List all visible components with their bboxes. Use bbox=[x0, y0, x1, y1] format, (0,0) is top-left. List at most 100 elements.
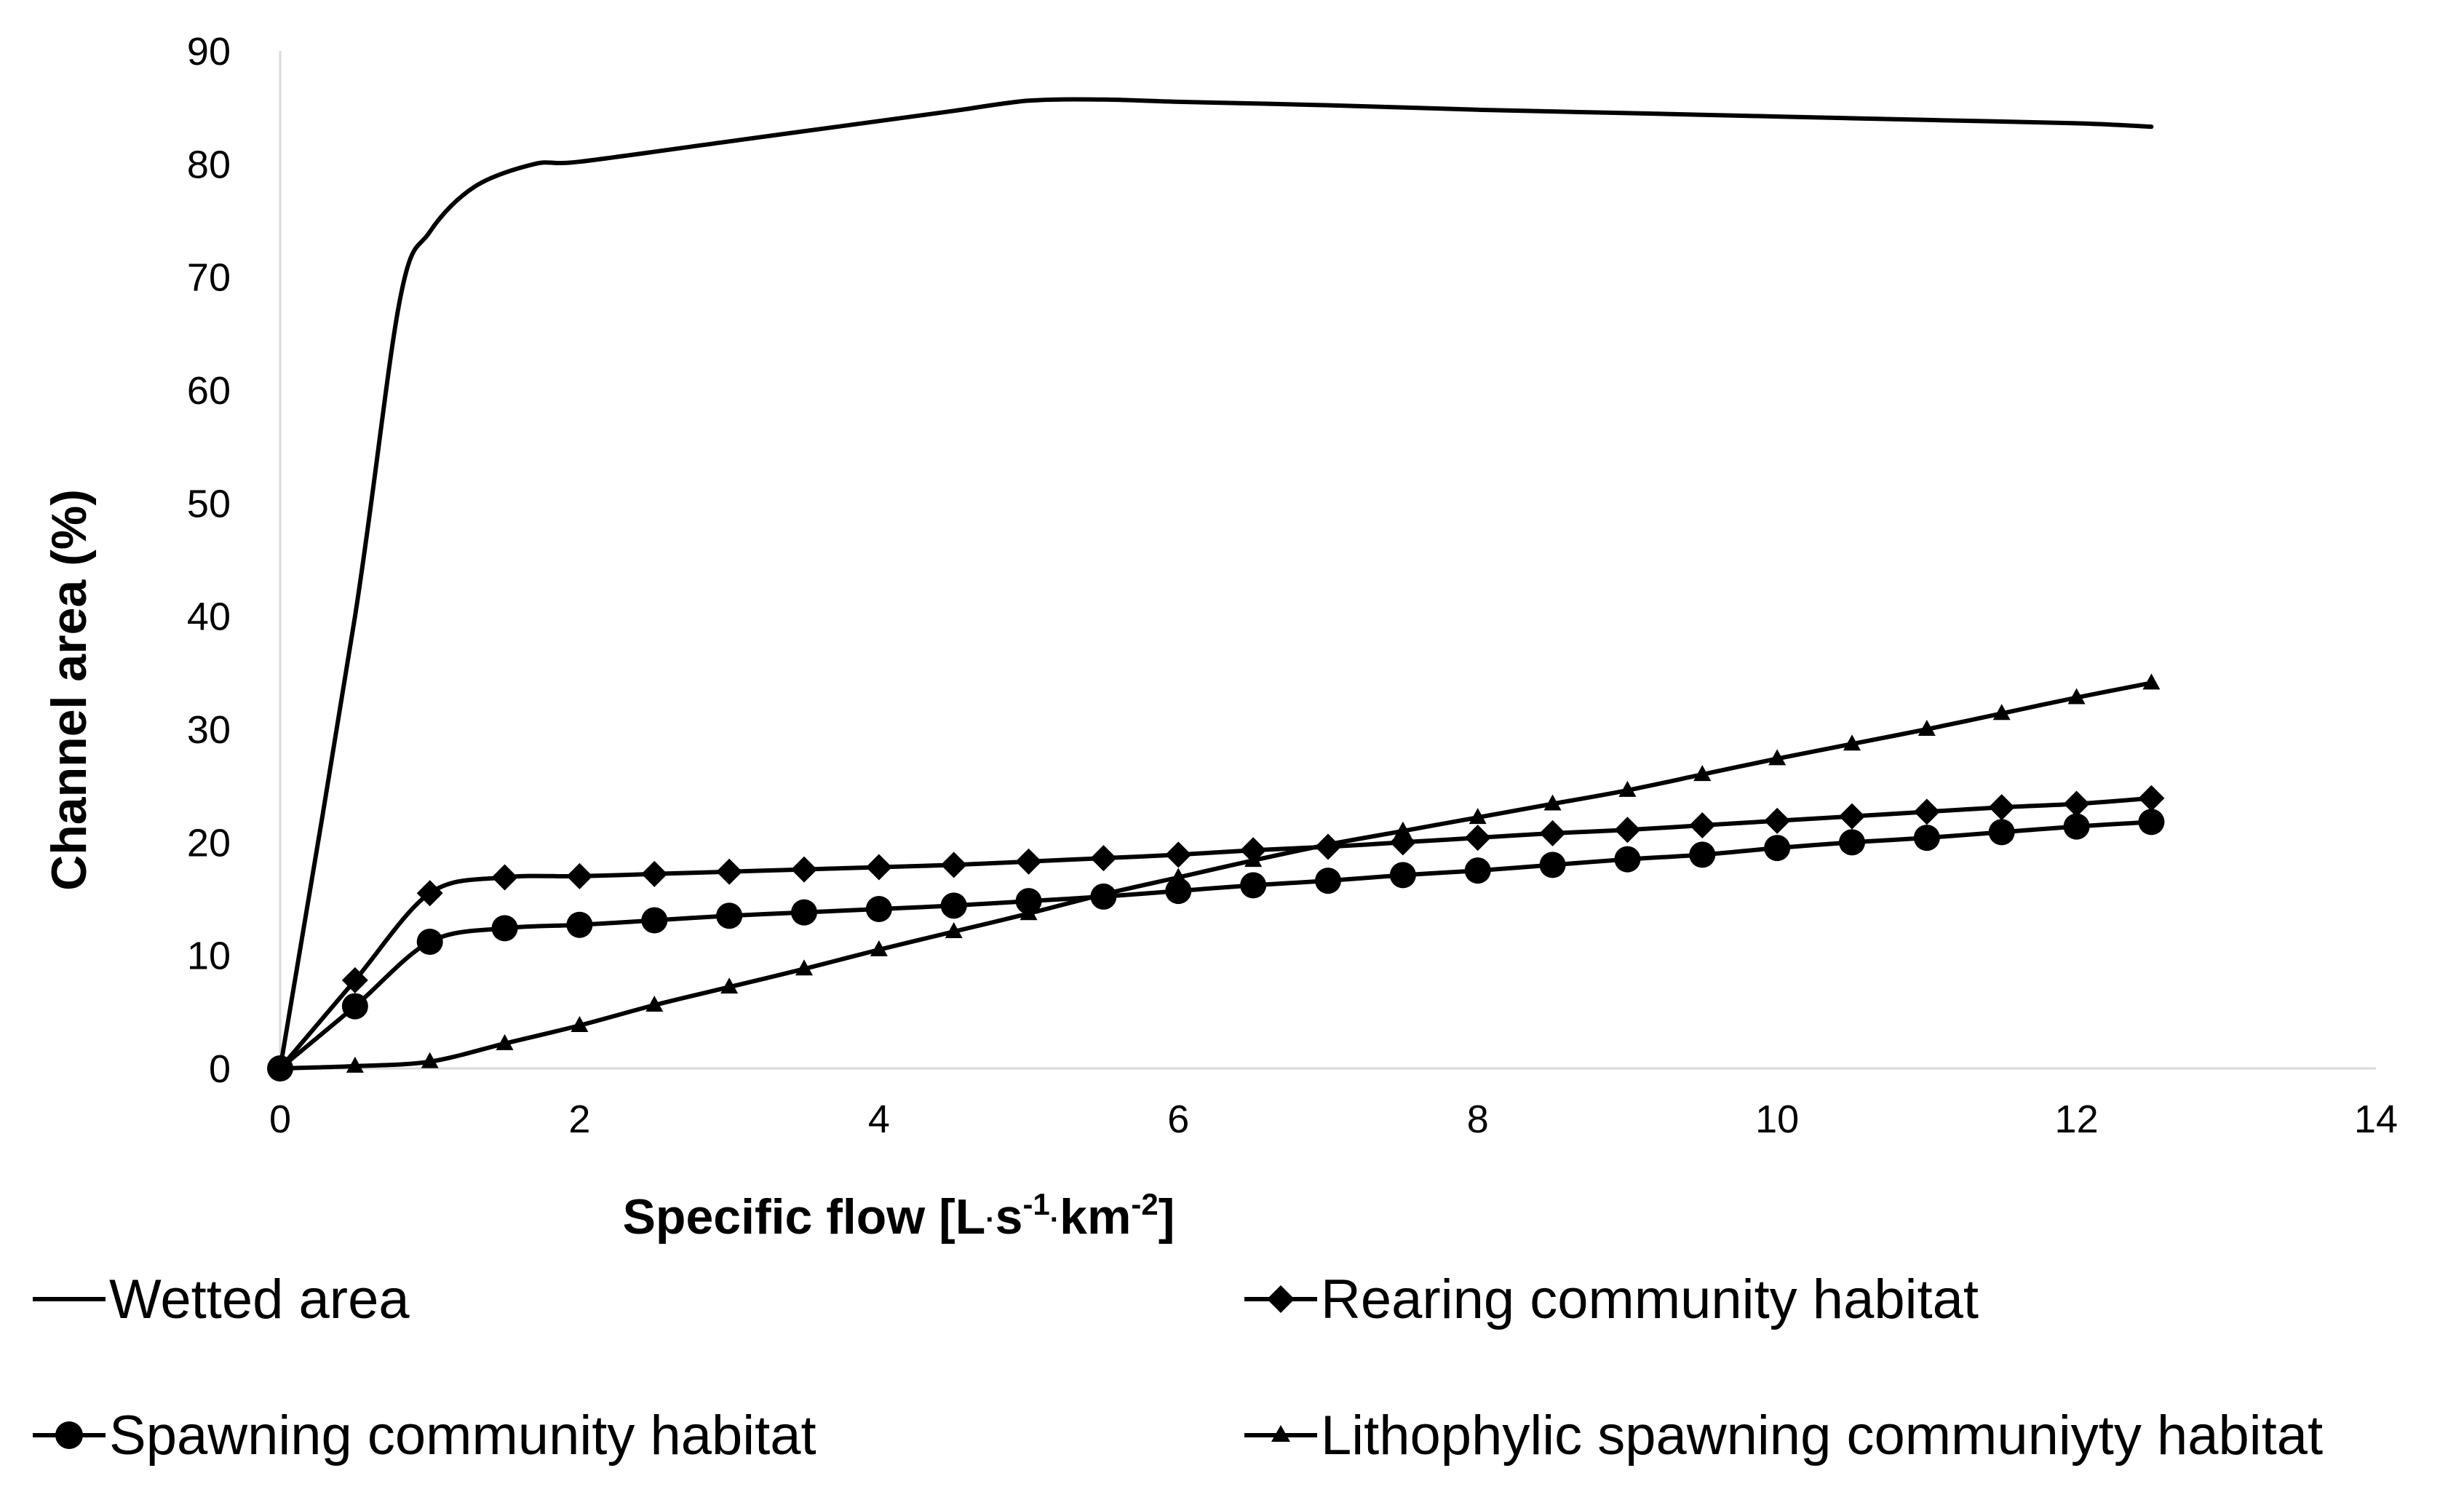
data-point-circle bbox=[716, 902, 743, 929]
data-point-triangle bbox=[1169, 868, 1188, 884]
x-axis-title-dot2: · bbox=[1050, 1204, 1060, 1236]
legend-item-wetted-area: Wetted area bbox=[33, 1269, 410, 1330]
data-point-diamond bbox=[341, 967, 368, 993]
data-point-triangle bbox=[271, 1059, 289, 1075]
data-point-triangle bbox=[1693, 765, 1712, 782]
data-point-triangle bbox=[496, 1033, 514, 1050]
data-point-diamond bbox=[416, 880, 443, 907]
data-point-diamond bbox=[1689, 812, 1716, 839]
data-point-diamond bbox=[1988, 794, 2015, 821]
data-point-circle bbox=[1988, 819, 2015, 846]
legend-label-wetted-area: Wetted area bbox=[109, 1269, 410, 1330]
data-point-circle bbox=[940, 892, 967, 919]
data-point-triangle bbox=[1244, 851, 1263, 868]
data-point-triangle bbox=[2142, 673, 2161, 690]
data-point-circle bbox=[641, 907, 668, 934]
y-tick-label: 80 bbox=[187, 143, 231, 186]
data-point-diamond bbox=[716, 858, 743, 885]
data-point-circle bbox=[1464, 857, 1491, 884]
x-axis-title-exp1: -1 bbox=[1022, 1187, 1049, 1221]
data-point-diamond bbox=[491, 864, 518, 891]
legend-marker-triangle bbox=[1271, 1425, 1290, 1442]
data-point-diamond bbox=[1015, 848, 1042, 875]
legend-item-lithophylic: Lithophylic spawning communiyty habitat bbox=[1244, 1405, 2323, 1467]
data-point-triangle bbox=[571, 1015, 589, 1032]
data-point-diamond bbox=[1913, 798, 1940, 825]
data-point-diamond bbox=[1614, 817, 1641, 844]
data-point-triangle bbox=[720, 977, 739, 994]
data-point-circle bbox=[566, 911, 593, 938]
data-point-triangle bbox=[1394, 821, 1412, 838]
x-tick-label: 6 bbox=[1167, 1098, 1189, 1141]
data-point-diamond bbox=[1539, 820, 1566, 846]
y-tick-label: 70 bbox=[187, 256, 231, 300]
legend-marker-circle bbox=[55, 1421, 83, 1449]
series-lithophylic-spawning-communiyty-habitat bbox=[271, 673, 2161, 1075]
x-tick-label: 8 bbox=[1467, 1098, 1489, 1141]
legend-label-rearing: Rearing community habitat bbox=[1321, 1269, 1979, 1330]
data-point-triangle bbox=[421, 1052, 439, 1068]
legend-label-lithophylic: Lithophylic spawning communiyty habitat bbox=[1321, 1405, 2323, 1467]
x-axis-title-close: ] bbox=[1159, 1189, 1175, 1245]
x-tick-label: 4 bbox=[868, 1098, 890, 1141]
data-point-triangle bbox=[1843, 734, 1861, 751]
x-axis-title-exp2: -2 bbox=[1131, 1187, 1158, 1221]
data-point-triangle bbox=[1992, 704, 2011, 721]
data-point-circle bbox=[1689, 841, 1716, 868]
x-axis-title: Specific flow [L·s-1·km-2] bbox=[623, 1187, 1175, 1245]
data-point-diamond bbox=[1090, 845, 1117, 872]
data-point-circle bbox=[1539, 852, 1566, 878]
data-point-triangle bbox=[795, 959, 813, 976]
data-point-diamond bbox=[865, 854, 892, 881]
data-point-diamond bbox=[2138, 785, 2165, 811]
data-point-circle bbox=[1165, 878, 1192, 905]
y-axis-title: Channel area (%) bbox=[41, 489, 97, 891]
data-point-triangle bbox=[1469, 808, 1487, 825]
y-tick-label: 90 bbox=[187, 30, 231, 74]
x-tick-label: 12 bbox=[2055, 1098, 2099, 1141]
y-tick-label: 30 bbox=[187, 708, 231, 752]
data-point-circle bbox=[491, 915, 518, 942]
data-point-circle bbox=[2063, 813, 2090, 840]
x-tick-label: 2 bbox=[568, 1098, 590, 1141]
data-point-triangle bbox=[1094, 884, 1113, 901]
axes: 0 10 20 30 40 50 60 70 80 90 0 2 4 6 8 10 12 14 bbox=[187, 30, 2398, 1141]
data-point-diamond bbox=[1764, 807, 1791, 834]
y-tick-label: 0 bbox=[209, 1047, 231, 1091]
data-point-circle bbox=[791, 899, 817, 926]
y-tick-label: 20 bbox=[187, 821, 231, 865]
data-point-circle bbox=[416, 929, 443, 956]
legend: Wetted area Rearing community habitat Sp… bbox=[33, 1269, 2323, 1467]
x-axis-title-dot1: · bbox=[985, 1204, 995, 1236]
data-point-circle bbox=[1839, 829, 1865, 856]
legend-marker-diamond bbox=[1267, 1285, 1295, 1313]
y-tick-label: 40 bbox=[187, 595, 231, 639]
data-point-triangle bbox=[1543, 794, 1562, 811]
legend-item-spawning: Spawning community habitat bbox=[33, 1405, 816, 1467]
data-point-diamond bbox=[1839, 803, 1865, 830]
data-point-circle bbox=[1315, 868, 1341, 894]
x-axis-title-km: km bbox=[1060, 1189, 1131, 1245]
data-point-triangle bbox=[645, 996, 664, 1012]
data-point-triangle bbox=[945, 922, 963, 939]
data-point-circle bbox=[1764, 835, 1791, 862]
data-point-triangle bbox=[1768, 749, 1787, 766]
data-point-circle bbox=[341, 993, 368, 1020]
series-line-lithophylic-spawning-communiyty-habitat bbox=[278, 680, 2154, 1071]
data-point-triangle bbox=[346, 1056, 364, 1073]
data-point-diamond bbox=[641, 860, 668, 887]
data-point-circle bbox=[2138, 809, 2165, 836]
y-tick-label: 10 bbox=[187, 934, 231, 978]
data-point-diamond bbox=[791, 856, 817, 883]
x-tick-label: 14 bbox=[2354, 1098, 2398, 1141]
series-layer bbox=[267, 97, 2165, 1082]
data-point-diamond bbox=[940, 852, 967, 878]
data-point-diamond bbox=[2063, 790, 2090, 817]
x-tick-label: 0 bbox=[269, 1098, 291, 1141]
data-point-diamond bbox=[1165, 841, 1192, 868]
series-line-wetted-area bbox=[278, 97, 2154, 1071]
data-point-triangle bbox=[1917, 720, 1936, 736]
data-point-triangle bbox=[1319, 835, 1337, 852]
series-spawning-community-habitat bbox=[267, 809, 2165, 1082]
